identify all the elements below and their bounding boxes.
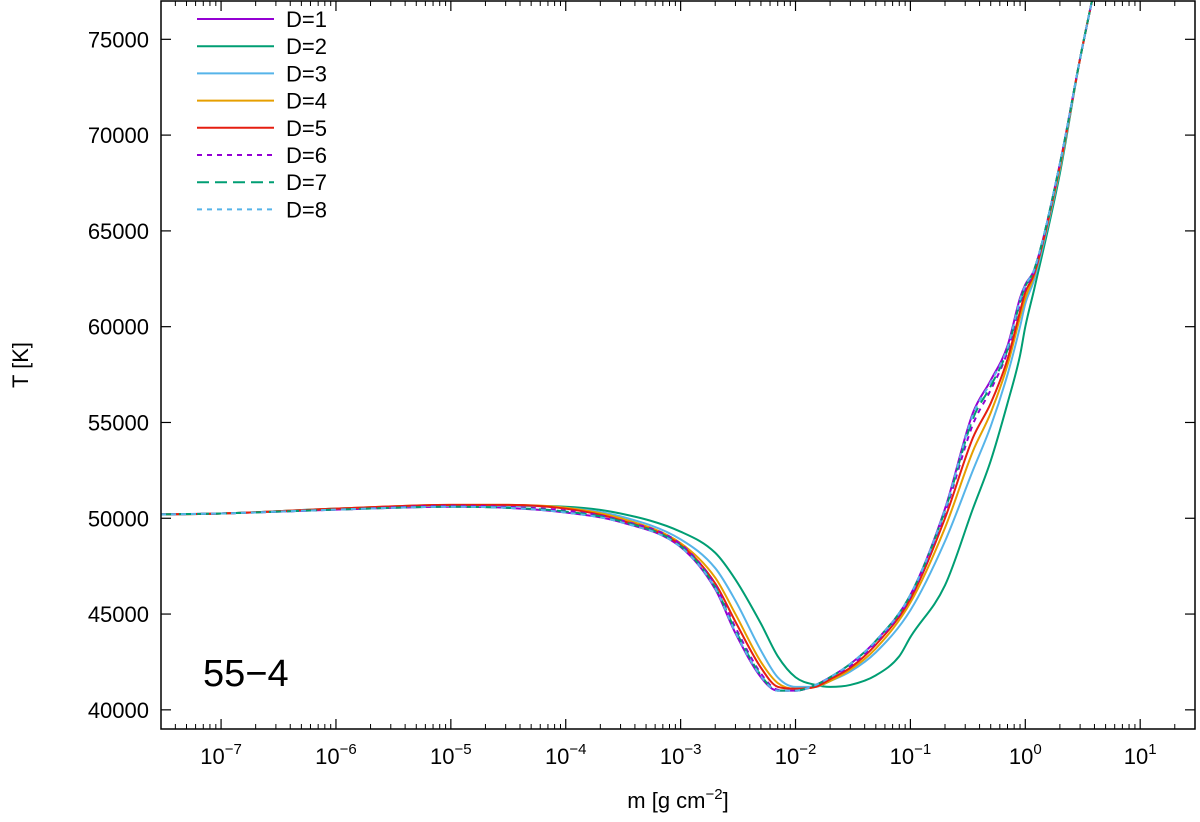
y-tick-label: 45000 <box>88 602 149 627</box>
x-tick-label: 10−2 <box>775 741 817 769</box>
x-axis-label-sup: −2 <box>706 786 723 803</box>
x-axis-label: m [g cm−2] <box>627 786 728 813</box>
plot-frame <box>160 0 1196 730</box>
legend-label: D=3 <box>286 61 327 86</box>
x-tick-label: 100 <box>1009 741 1042 769</box>
y-tick-label: 50000 <box>88 506 149 531</box>
series-layer <box>161 1 1093 692</box>
legend-label: D=8 <box>286 197 327 222</box>
ticks-layer: 40000 45000 50000 55000 60000 65000 70000 75000… <box>88 1 1196 769</box>
y-axis-label: T [K] <box>8 342 33 388</box>
y-tick-label: 70000 <box>88 123 149 148</box>
panel-annotation: 55−4 <box>203 653 289 695</box>
x-tick-label: 101 <box>1124 741 1157 769</box>
x-tick-label: 10−5 <box>430 741 472 769</box>
y-tick-label: 55000 <box>88 410 149 435</box>
x-axis-label-close: ] <box>723 788 729 813</box>
x-tick-label: 10−6 <box>315 741 357 769</box>
legend-label: D=2 <box>286 34 327 59</box>
legend-label: D=5 <box>286 116 327 141</box>
x-tick-label: 10−7 <box>200 741 242 769</box>
legend-label: D=4 <box>286 89 327 114</box>
x-tick-label: 10−3 <box>660 741 702 769</box>
y-tick-label: 65000 <box>88 219 149 244</box>
y-tick-label: 40000 <box>88 698 149 723</box>
legend-label: D=6 <box>286 143 327 168</box>
x-tick-label: 10−1 <box>890 741 932 769</box>
y-tick-label: 75000 <box>88 27 149 52</box>
x-axis-label-base: m [g cm <box>627 788 705 813</box>
legend-label: D=1 <box>286 7 327 32</box>
legend: D=1D=2D=3 D=4D=5D=6D=7D=8 <box>197 7 327 222</box>
series-line-d5 <box>161 1 1093 690</box>
legend-label: D=7 <box>286 170 327 195</box>
x-tick-label: 10−4 <box>545 741 587 769</box>
y-tick-label: 60000 <box>88 315 149 340</box>
series-line-d8 <box>161 1 1093 692</box>
